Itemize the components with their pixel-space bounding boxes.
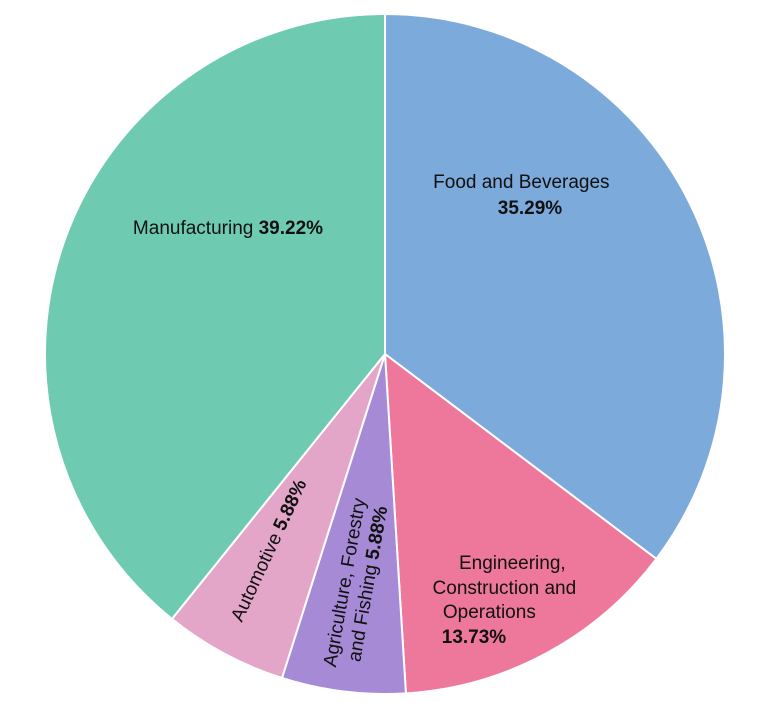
pie-slice-engineering-construction-and-operations[interactable] [383,351,658,695]
slice-name-food-and-beverages: Food and Beverages [433,172,609,193]
slice-name-engineering-line-1: Engineering, [459,553,566,574]
pie-slices [43,12,726,695]
slice-percent-food-and-beverages: 35.29% [498,198,563,219]
pie-slice-manufacturing[interactable] [43,12,386,621]
slice-name-engineering-line-3: Operations [443,602,536,623]
slice-percent-manufacturing: 39.22% [259,218,324,239]
slice-name-engineering-line-2: Construction and [433,578,577,599]
pie-slice-food-and-beverages[interactable] [384,12,726,561]
pie-slice-automotive[interactable] [170,353,386,680]
slice-percent-engineering: 13.73% [442,627,507,648]
pie-slice-agriculture-forestry-and-fishing[interactable] [280,353,407,695]
slice-label-engineering: Engineering, Construction and Operations… [433,553,582,648]
slice-name-manufacturing: Manufacturing [133,218,253,239]
slice-label-food-and-beverages: Food and Beverages 35.29% [433,172,615,219]
slice-label-manufacturing: Manufacturing 39.22% [133,218,323,239]
